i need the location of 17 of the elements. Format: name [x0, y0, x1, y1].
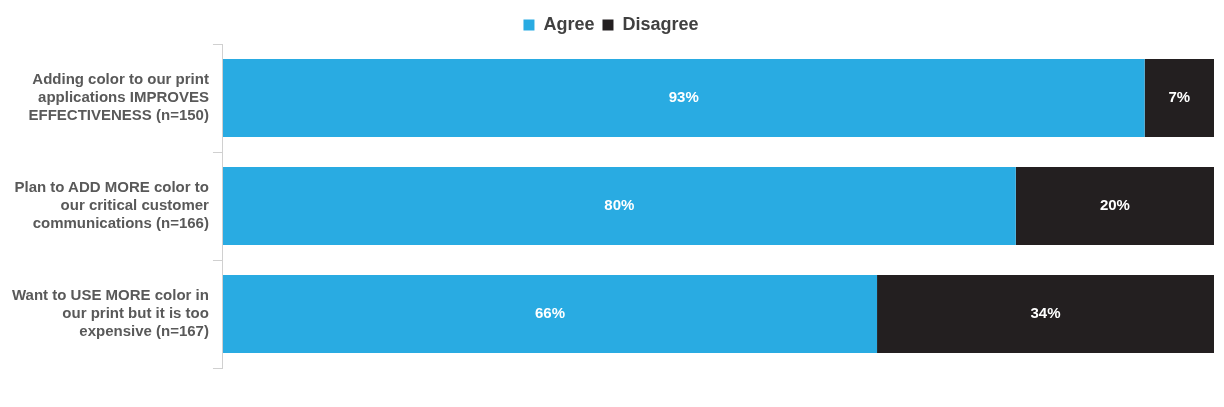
data-label: 20% [1099, 196, 1130, 214]
bar [222, 59, 1145, 137]
bar [1144, 59, 1214, 137]
bar [222, 275, 878, 353]
data-label: 34% [1030, 304, 1061, 322]
data-label: 93% [668, 88, 699, 106]
bar [222, 167, 1016, 245]
y-tick-label: Want to USE MORE color in our print but it is too expensive (n=167) [11, 286, 209, 340]
legend-label: Agree [543, 13, 595, 34]
y-tick-label: Plan to ADD MORE color to our critical customer communications (n=166) [14, 178, 210, 232]
data-label: 66% [534, 304, 566, 322]
y-tick-label: Adding color to our print applications IMPROVES EFFECTIVENESS (n=150) [28, 70, 209, 124]
bar [1015, 167, 1214, 245]
data-label: 80% [604, 196, 635, 214]
bar [877, 275, 1214, 353]
legend-label: Disagree [622, 13, 699, 34]
data-label: 7% [1168, 88, 1191, 106]
